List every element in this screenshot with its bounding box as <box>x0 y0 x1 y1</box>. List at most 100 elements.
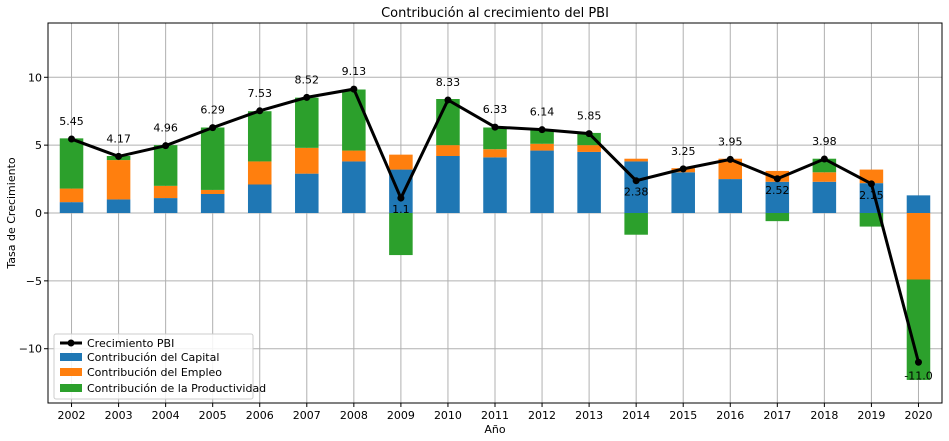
bar-contribuci-n-de-la-productividad <box>859 213 884 227</box>
data-label: 8.52 <box>295 73 320 86</box>
data-label: 3.95 <box>718 135 743 148</box>
bar-contribuci-n-de-la-productividad <box>389 213 413 256</box>
growth-point <box>350 85 358 93</box>
growth-point <box>679 165 687 173</box>
x-tick-label: 2008 <box>340 409 368 422</box>
growth-point <box>491 123 499 131</box>
y-tick-label: 0 <box>35 207 42 220</box>
data-label: 3.25 <box>671 145 696 158</box>
x-axis-ticks: 2002 2003 2004 2005 2006 2007 2008 2009 2010 2011… <box>58 403 932 422</box>
x-tick-label: 2020 <box>904 409 932 422</box>
bar-contribuci-n-del-empleo <box>530 143 554 151</box>
x-tick-label: 2009 <box>387 409 415 422</box>
growth-point <box>820 155 828 163</box>
growth-point <box>115 152 123 160</box>
x-tick-label: 2003 <box>105 409 133 422</box>
bar-contribuci-n-de-la-productividad <box>342 89 366 151</box>
data-label: 8.33 <box>436 76 461 89</box>
bar-contribuci-n-del-empleo <box>295 147 319 174</box>
growth-point <box>538 126 546 134</box>
growth-point <box>773 175 781 183</box>
data-label: 5.85 <box>577 110 602 123</box>
y-tick-label: −10 <box>19 343 42 356</box>
x-tick-label: 2006 <box>246 409 274 422</box>
x-tick-label: 2002 <box>58 409 86 422</box>
legend-label-capital: Contribución del Capital <box>87 351 219 364</box>
x-tick-label: 2007 <box>293 409 321 422</box>
bar-contribuci-n-del-empleo <box>906 213 931 280</box>
legend-label-productividad: Contribución de la Productividad <box>87 382 266 395</box>
bar-contribuci-n-del-empleo <box>624 158 648 162</box>
data-label: 2.15 <box>859 189 884 202</box>
y-axis-title: Tasa de Crecimiento <box>5 157 18 270</box>
bar-contribuci-n-del-capital <box>153 198 178 213</box>
legend-swatch-capital <box>60 353 82 361</box>
data-label: 2.38 <box>624 186 649 199</box>
bar-contribuci-n-del-capital <box>247 184 272 213</box>
bar-contribuci-n-del-empleo <box>106 160 131 200</box>
x-tick-label: 2004 <box>152 409 180 422</box>
x-tick-label: 2019 <box>857 409 885 422</box>
y-tick-label: 5 <box>35 139 42 152</box>
bar-contribuci-n-del-empleo <box>59 188 84 203</box>
legend-line-marker <box>67 339 75 347</box>
bar-contribuci-n-del-capital <box>765 181 790 213</box>
bar-contribuci-n-del-empleo <box>389 154 413 170</box>
growth-point <box>303 93 311 101</box>
x-tick-label: 2016 <box>716 409 744 422</box>
bar-contribuci-n-del-capital <box>436 156 460 213</box>
growth-point <box>632 177 640 185</box>
bar-contribuci-n-del-empleo <box>342 150 366 162</box>
y-tick-label: −5 <box>26 275 42 288</box>
x-axis-title: Año <box>484 423 505 436</box>
bar-contribuci-n-del-empleo <box>436 145 460 156</box>
bar-contribuci-n-del-capital <box>530 150 554 213</box>
data-label: -11.0 <box>904 369 932 382</box>
data-label: 6.33 <box>483 103 508 116</box>
bar-contribuci-n-de-la-productividad <box>200 127 225 190</box>
bar-contribuci-n-de-la-productividad <box>483 127 507 150</box>
growth-point <box>444 96 452 104</box>
data-labels-layer: 5.45 4.17 4.96 6.29 7.53 8.52 9.13 1.1 8.33 6.33 6… <box>59 65 932 382</box>
bar-contribuci-n-del-capital <box>812 181 837 213</box>
legend-label-empleo: Contribución del Empleo <box>87 366 222 379</box>
x-tick-label: 2012 <box>528 409 556 422</box>
bar-contribuci-n-del-empleo <box>577 145 601 152</box>
bar-contribuci-n-de-la-productividad <box>59 138 84 189</box>
legend-box <box>53 333 254 400</box>
bar-contribuci-n-del-capital <box>200 194 225 213</box>
growth-point <box>585 130 593 138</box>
legend-label-pbi: Crecimiento PBI <box>87 337 174 350</box>
growth-point <box>726 155 734 163</box>
bar-contribuci-n-del-empleo <box>247 161 272 185</box>
legend: Crecimiento PBI Contribución del Capital… <box>53 333 266 400</box>
data-label: 7.53 <box>247 87 272 100</box>
growth-point <box>256 107 264 115</box>
data-label: 9.13 <box>342 65 367 78</box>
bar-contribuci-n-del-empleo <box>718 158 743 180</box>
growth-line-layer <box>68 85 922 366</box>
bar-contribuci-n-de-la-productividad <box>577 132 601 146</box>
y-axis-ticks: −10 −5 0 5 10 <box>19 71 48 356</box>
bar-contribuci-n-del-empleo <box>153 185 178 199</box>
growth-point <box>867 180 875 188</box>
bar-contribuci-n-del-capital <box>59 202 84 213</box>
x-tick-label: 2018 <box>810 409 838 422</box>
data-label: 3.98 <box>812 135 837 148</box>
x-tick-label: 2011 <box>481 409 509 422</box>
bar-contribuci-n-de-la-productividad <box>295 97 319 148</box>
data-label: 6.29 <box>200 104 225 117</box>
data-label: 6.14 <box>530 106 555 119</box>
bar-contribuci-n-del-capital <box>906 195 931 213</box>
legend-swatch-productividad <box>60 384 82 392</box>
bar-contribuci-n-del-capital <box>577 151 601 213</box>
bar-contribuci-n-del-capital <box>106 199 131 213</box>
growth-point <box>397 194 405 202</box>
x-tick-label: 2005 <box>199 409 227 422</box>
data-label: 4.17 <box>106 132 131 145</box>
growth-point <box>209 124 217 132</box>
bar-contribuci-n-de-la-productividad <box>153 145 178 186</box>
bar-contribuci-n-del-empleo <box>483 149 507 158</box>
growth-point <box>68 135 76 143</box>
